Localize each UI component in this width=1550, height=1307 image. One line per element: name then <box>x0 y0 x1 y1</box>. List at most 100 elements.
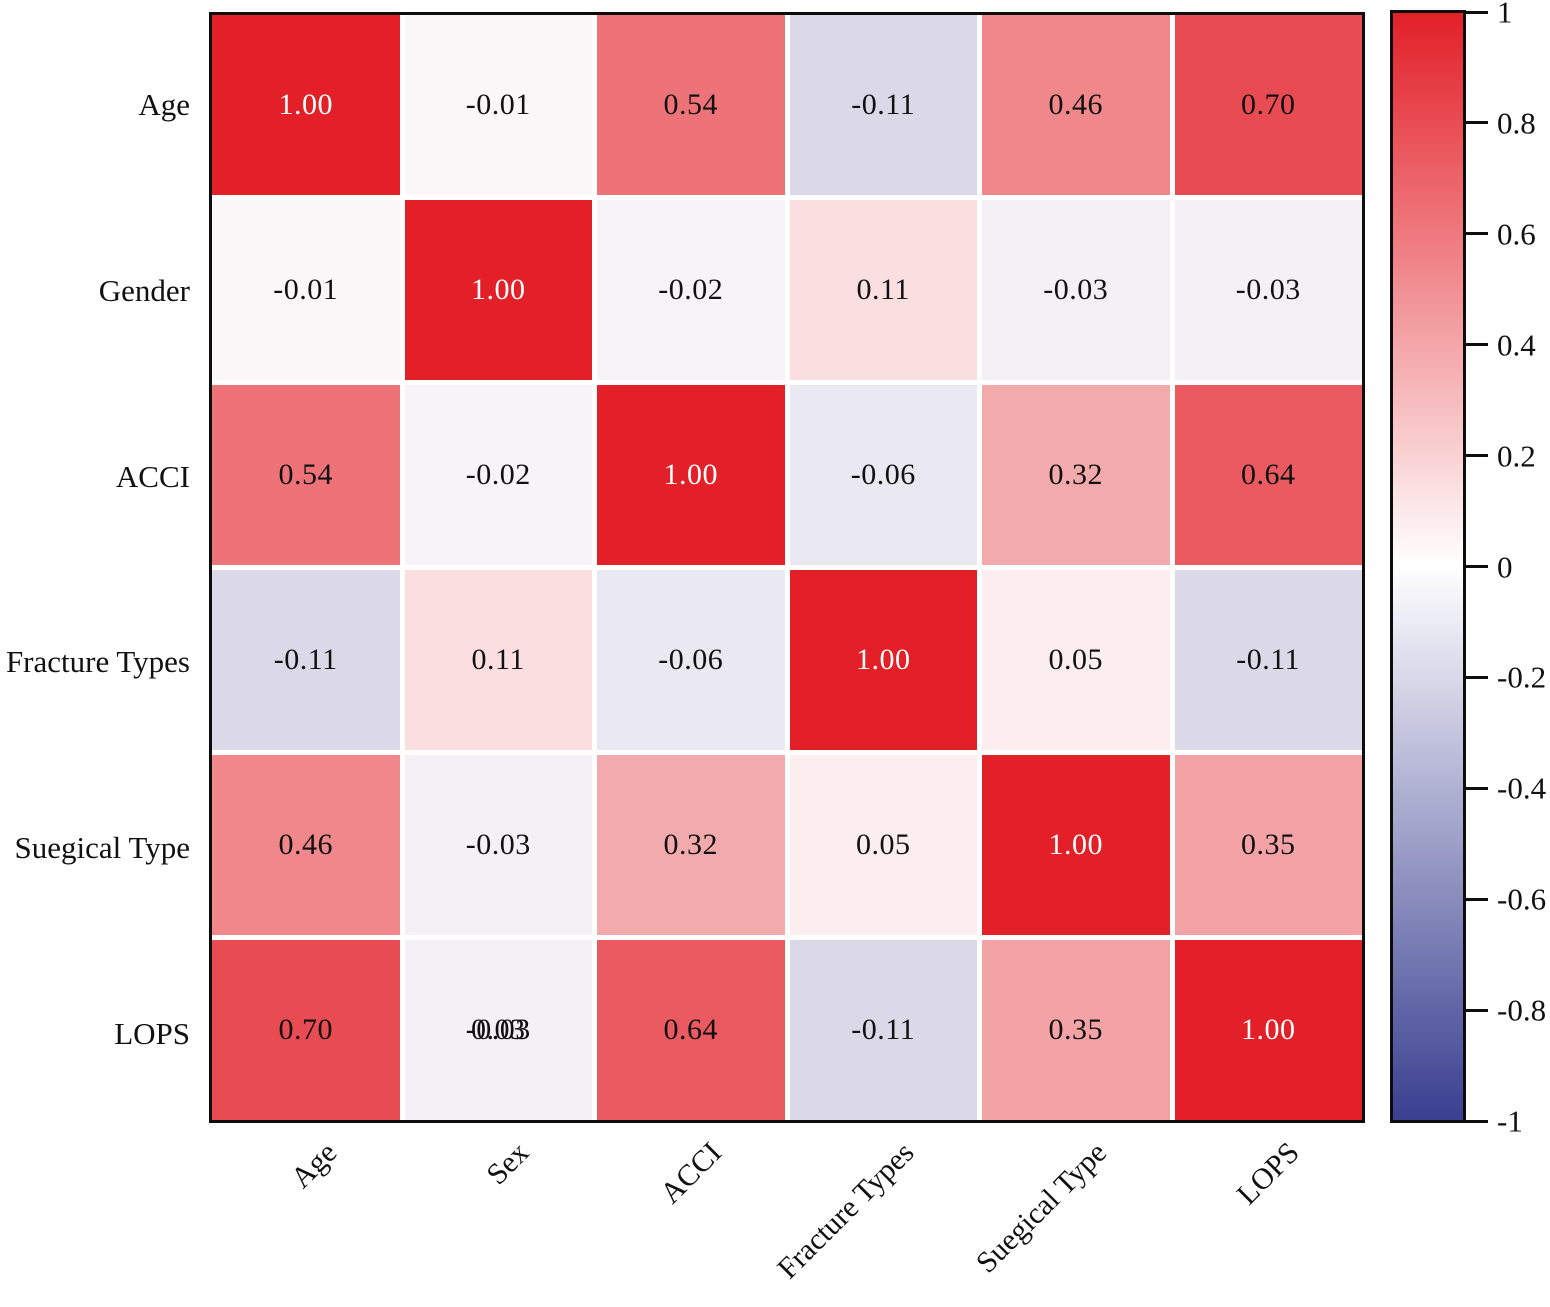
cell-value: 0.54 <box>278 458 333 491</box>
heatmap-cell: 0.54 <box>597 15 785 195</box>
cell-value: 0.54 <box>663 88 718 121</box>
cell-value: -0.11 <box>273 643 338 676</box>
heatmap-cell: 0.35 <box>982 940 1170 1120</box>
heatmap-cell: 1.00 <box>404 200 592 380</box>
colorbar-tick-mark <box>1463 1119 1488 1123</box>
cell-value: 0.70 <box>278 1013 333 1046</box>
heatmap-cell: -0.06 <box>789 385 977 565</box>
cell-value: 1.00 <box>856 643 911 676</box>
heatmap-cell: 0.46 <box>212 755 400 935</box>
cell-value: -0.06 <box>658 643 724 676</box>
heatmap-cell: 0.32 <box>597 755 785 935</box>
cell-value: 0.46 <box>278 828 333 861</box>
heatmap-cell: 0.70 <box>1174 15 1362 195</box>
colorbar-tick-label: 0.8 <box>1497 105 1536 141</box>
heatmap-cell: -0.11 <box>1174 570 1362 750</box>
colorbar-tick-label: -0.4 <box>1497 770 1547 806</box>
heatmap-cell: -0.03 0.03 <box>404 940 592 1120</box>
cell-value: 0.05 <box>856 828 911 861</box>
colorbar-tick-label: -0.2 <box>1497 659 1547 695</box>
cell-value: -0.02 <box>465 458 531 491</box>
heatmap-cell: -0.11 <box>789 940 977 1120</box>
heatmap-cell: -0.03 <box>404 755 592 935</box>
y-tick-label: Gender <box>98 272 190 308</box>
y-tick-label: Suegical Type <box>14 830 190 866</box>
cell-value: -0.11 <box>851 1013 916 1046</box>
x-tick-label: Age <box>284 1136 343 1195</box>
cell-value: 1.00 <box>1241 1013 1296 1046</box>
heatmap-cell: 0.32 <box>982 385 1170 565</box>
heatmap-cell: -0.02 <box>597 200 785 380</box>
y-tick-label: LOPS <box>114 1016 190 1051</box>
colorbar-tick-mark <box>1463 897 1488 901</box>
heatmap-cell: 1.00 <box>982 755 1170 935</box>
colorbar-tick-mark <box>1463 454 1488 458</box>
cell-value: 1.00 <box>663 458 718 491</box>
colorbar-tick-mark <box>1463 675 1488 679</box>
colorbar-tick-mark <box>1463 343 1488 347</box>
colorbar-tick-mark <box>1463 10 1488 14</box>
heatmap-cell: 0.46 <box>982 15 1170 195</box>
heatmap-cell: -0.06 <box>597 570 785 750</box>
heatmap-cell: 0.64 <box>597 940 785 1120</box>
colorbar-gradient <box>1390 10 1466 1123</box>
colorbar-tick-label: -0.6 <box>1497 881 1547 917</box>
heatmap-cell: -0.01 <box>404 15 592 195</box>
cell-value: 0.32 <box>1048 458 1103 491</box>
cell-value: -0.03 <box>465 828 531 861</box>
x-tick-label: Fracture Types <box>771 1136 921 1286</box>
cell-value: -0.01 <box>465 88 531 121</box>
cell-value: -0.02 <box>658 273 724 306</box>
colorbar-tick-label: -1 <box>1497 1103 1523 1139</box>
cell-value: -0.06 <box>850 458 916 491</box>
cell-value: -0.03 <box>1043 273 1109 306</box>
colorbar-tick-mark <box>1463 1008 1488 1012</box>
colorbar-tick-label: 1 <box>1497 0 1513 30</box>
heatmap-cell: 0.64 <box>1174 385 1362 565</box>
y-tick-label: ACCI <box>115 458 190 494</box>
colorbar-tick-label: 0.6 <box>1497 216 1536 252</box>
colorbar-tick-label: 0.4 <box>1497 327 1536 363</box>
y-tick-label: Age <box>138 87 190 122</box>
cell-value: 0.46 <box>1048 88 1103 121</box>
heatmap-cell: -0.03 <box>982 200 1170 380</box>
cell-value: 0.05 <box>1048 643 1103 676</box>
cell-value: 0.35 <box>1241 828 1296 861</box>
cell-value: 0.11 <box>856 273 910 306</box>
heatmap-cell: -0.11 <box>789 15 977 195</box>
cell-value: 1.00 <box>278 88 333 121</box>
cell-value: 0.64 <box>1241 458 1296 491</box>
heatmap-cell: 1.00 <box>1174 940 1362 1120</box>
colorbar-tick-mark <box>1463 232 1488 236</box>
colorbar-tick-mark <box>1463 786 1488 790</box>
cell-value: 1.00 <box>1048 828 1103 861</box>
cell-value: -0.01 <box>273 273 339 306</box>
heatmap-cell: 0.54 <box>212 385 400 565</box>
cell-value: 0.70 <box>1241 88 1296 121</box>
heatmap-cell: -0.11 <box>212 570 400 750</box>
heatmap-cell: -0.02 <box>404 385 592 565</box>
colorbar-tick-label: -0.8 <box>1497 992 1547 1028</box>
x-tick-label: Sex <box>480 1136 536 1192</box>
cell-value-overlap-artifact: 0.03 <box>471 1013 526 1046</box>
cell-value: -0.03 <box>1235 273 1301 306</box>
heatmap-cell: 0.70 <box>212 940 400 1120</box>
cell-value: -0.11 <box>1236 643 1301 676</box>
cell-value: 0.35 <box>1048 1013 1103 1046</box>
cell-value: 0.11 <box>471 643 525 676</box>
correlation-heatmap: 1.00 -0.01 0.54 -0.11 0.46 0.70 -0.01 1.00 -0.02… <box>209 12 1365 1123</box>
colorbar-tick-label: 0 <box>1497 549 1513 584</box>
colorbar-tick-mark <box>1463 121 1488 125</box>
x-tick-label: LOPS <box>1230 1136 1306 1212</box>
heatmap-cell: 0.11 <box>789 200 977 380</box>
heatmap-cell: -0.01 <box>212 200 400 380</box>
heatmap-cell: 0.35 <box>1174 755 1362 935</box>
cell-value: 0.32 <box>663 828 718 861</box>
heatmap-cell: 1.00 <box>789 570 977 750</box>
colorbar-tick-label: 0.2 <box>1497 438 1536 474</box>
y-tick-label: Fracture Types <box>5 644 190 680</box>
cell-value: -0.03 <box>465 1013 531 1046</box>
heatmap-cell: 1.00 <box>212 15 400 195</box>
heatmap-cell: 0.05 <box>789 755 977 935</box>
x-tick-label: ACCI <box>653 1136 728 1211</box>
